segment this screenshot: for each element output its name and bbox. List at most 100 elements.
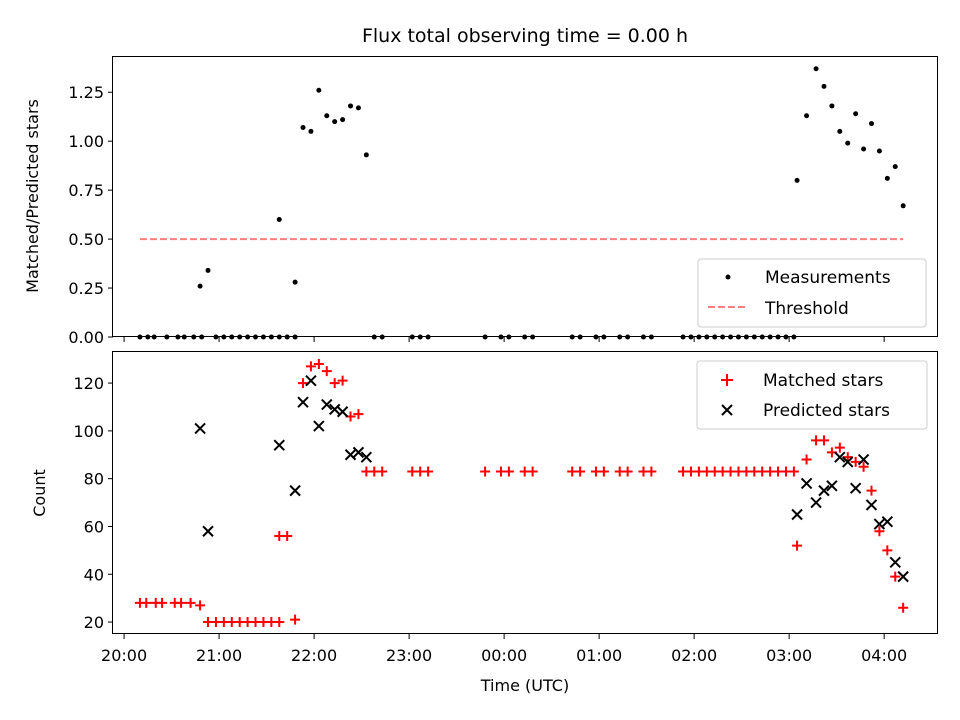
measurement-point: [308, 128, 314, 134]
x-tick-label: 04:00: [861, 646, 907, 665]
legend-measurements-marker: [725, 274, 731, 280]
predicted-star-point: [818, 484, 830, 497]
matched-star-point: [274, 617, 285, 628]
matched-star-point: [157, 597, 168, 608]
predicted-star-point: [273, 439, 285, 451]
ratio-panel: Flux total observing time = 0.00 h 0.000…: [23, 25, 938, 347]
matched-star-point: [282, 531, 293, 542]
predicted-star-point: [289, 484, 301, 497]
ratio-y-tick-label: 0.75: [68, 181, 104, 200]
predicted-star-point: [297, 396, 309, 408]
matched-star-point: [801, 454, 812, 465]
measurement-point: [292, 279, 298, 285]
measurement-point: [205, 267, 211, 273]
predicted-star-point: [810, 496, 822, 509]
predicted-star-point: [857, 453, 870, 466]
predicted-star-point: [791, 508, 803, 521]
matched-star-point: [858, 461, 869, 472]
measurement-point: [316, 87, 322, 93]
ratio-y-tick-label: 1.00: [68, 132, 104, 151]
predicted-star-point: [305, 374, 317, 387]
measurement-point: [363, 152, 369, 158]
count-panel: 20 40 60 80 100 120 20:00 21:00 22:00 23:00 00:00…: [30, 351, 938, 695]
measurement-point: [300, 124, 306, 130]
matched-star-point: [890, 571, 901, 582]
count-y-tick-label: 40: [84, 565, 104, 584]
x-axis-label: Time (UTC): [480, 676, 569, 695]
measurement-point: [845, 140, 851, 146]
matched-star-point: [141, 597, 152, 608]
count-x-axis: 20:00 21:00 22:00 23:00 00:00 01:00 02:00 03:00…: [101, 634, 907, 665]
predicted-star-point: [849, 482, 862, 494]
predicted-star-point: [800, 477, 813, 490]
predicted-star-point: [321, 398, 333, 411]
count-y-axis-label: Count: [30, 469, 49, 517]
measurement-point: [876, 148, 882, 154]
predicted-star-point: [352, 446, 365, 459]
matched-star-point: [305, 361, 316, 372]
matched-star-point: [185, 597, 196, 608]
predicted-star-point: [889, 556, 901, 569]
x-tick-label: 01:00: [576, 646, 622, 665]
matched-star-point: [195, 600, 206, 611]
ratio-y-axis-label: Matched/Predicted stars: [23, 99, 42, 293]
predicted-star-point: [865, 499, 878, 511]
count-y-tick-label: 120: [73, 374, 104, 393]
matched-star-point: [646, 466, 657, 477]
measurement-point: [868, 121, 874, 127]
count-y-axis: 20 40 60 80 100 120: [73, 374, 113, 632]
count-plot-area: [134, 358, 909, 628]
measurement-point: [332, 119, 338, 125]
matched-star-point: [377, 466, 388, 477]
legend-matched-marker: [721, 374, 733, 386]
matched-star-point: [898, 602, 909, 613]
matched-star-point: [834, 442, 845, 453]
matched-star-point: [792, 540, 803, 551]
predicted-star-point: [897, 570, 909, 583]
matched-star-point: [337, 375, 348, 386]
count-y-tick-label: 80: [84, 470, 104, 489]
matched-star-point: [818, 435, 829, 446]
legend-threshold-label: Threshold: [764, 299, 849, 319]
ratio-y-tick-label: 0.00: [68, 328, 104, 347]
predicted-star-point: [313, 420, 325, 432]
matched-star-point: [788, 466, 799, 477]
matched-star-point: [850, 456, 861, 467]
predicted-star-point: [873, 518, 886, 530]
measurement-point: [837, 128, 843, 134]
measurement-point: [348, 103, 354, 109]
legend-predicted-marker: [721, 404, 733, 416]
count-y-tick-label: 60: [84, 517, 104, 536]
matched-star-point: [329, 378, 340, 389]
matched-star-point: [527, 466, 538, 477]
matched-star-point: [353, 409, 364, 420]
predicted-star-point: [881, 515, 894, 528]
matched-star-point: [423, 466, 434, 477]
count-axes-frame: [112, 351, 938, 634]
predicted-star-point: [344, 449, 357, 461]
matched-star-point: [480, 466, 491, 477]
measurement-point: [884, 175, 890, 181]
ratio-y-tick-label: 0.25: [68, 279, 104, 298]
count-legend-box: [696, 360, 928, 430]
matched-star-point: [874, 526, 885, 537]
matched-star-point: [598, 466, 609, 477]
predicted-star-point: [842, 456, 854, 468]
measurement-point: [324, 113, 330, 119]
matched-star-point: [298, 378, 309, 389]
measurement-point: [892, 164, 898, 170]
predicted-star-point: [202, 525, 214, 537]
predicted-star-point: [826, 480, 838, 492]
matched-star-point: [866, 485, 877, 496]
x-tick-label: 21:00: [196, 646, 242, 665]
measurement-point: [861, 146, 867, 152]
matched-star-point: [176, 597, 187, 608]
predicted-star-point: [194, 422, 206, 435]
matched-star-point: [313, 358, 324, 369]
legend-predicted-label: Predicted stars: [763, 401, 890, 421]
measurement-point: [276, 217, 282, 223]
ratio-y-tick-label: 0.50: [68, 230, 104, 249]
predicted-star-point: [360, 451, 373, 463]
x-tick-label: 23:00: [386, 646, 432, 665]
ratio-axes-frame: [112, 56, 938, 337]
